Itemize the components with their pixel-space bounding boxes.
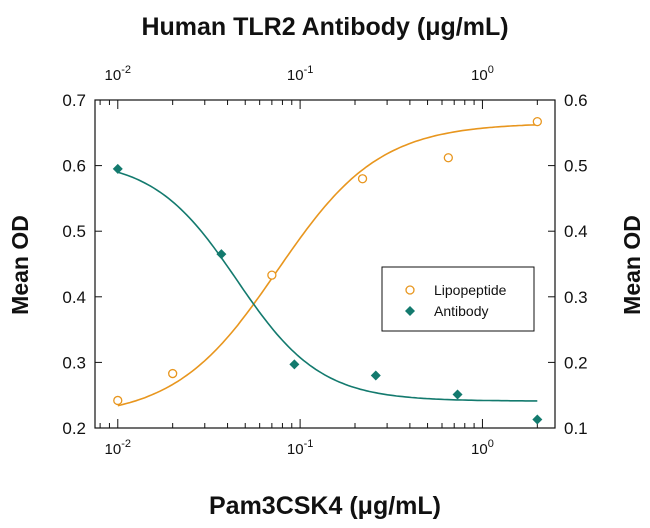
legend-box	[381, 266, 535, 332]
x-top-tick-label: 100	[471, 64, 494, 84]
plot-frame	[94, 99, 556, 429]
legend-antibody-label: Antibody	[434, 303, 488, 319]
x-bottom-tick-label: 100	[471, 438, 494, 458]
y-left-tick-label: 0.7	[62, 91, 86, 110]
y-right-tick-label: 0.5	[564, 157, 588, 176]
y-right-tick-label: 0.2	[564, 353, 588, 372]
y-left-tick-label: 0.6	[62, 157, 86, 176]
antibody-point	[289, 359, 300, 370]
y-right-tick-label: 0.6	[564, 91, 588, 110]
antibody-point	[452, 389, 463, 400]
legend-antibody-marker	[405, 306, 415, 316]
antibody-point	[112, 163, 123, 174]
y-right-tick-label: 0.4	[564, 222, 588, 241]
antibody-point	[370, 370, 381, 381]
lipopeptide-fit-curve	[117, 124, 538, 407]
y-left-tick-label: 0.4	[62, 288, 86, 307]
y-left-tick-label: 0.5	[62, 222, 86, 241]
legend-lipopeptide-marker	[405, 285, 415, 295]
lipopeptide-point	[113, 395, 123, 406]
chart-title: Human TLR2 Antibody (μg/mL)	[141, 13, 508, 41]
antibody-point	[532, 414, 543, 425]
x-bottom-tick-label: 10-2	[105, 438, 131, 458]
y-left-tick-label: 0.3	[62, 353, 86, 372]
x-bottom-tick-label: 10-1	[287, 438, 313, 458]
y-axis-label-right: Mean OD	[619, 215, 645, 315]
antibody-point	[216, 249, 227, 260]
lipopeptide-point	[532, 116, 542, 127]
x-axis-label: Pam3CSK4 (μg/mL)	[209, 492, 441, 520]
lipopeptide-point	[443, 153, 453, 163]
lipopeptide-point	[267, 270, 277, 280]
x-top-tick-label: 10-2	[105, 64, 131, 84]
y-right-tick-label: 0.1	[564, 419, 588, 438]
y-right-tick-label: 0.3	[564, 288, 588, 307]
x-top-tick-label: 10-1	[287, 64, 313, 84]
legend-lipopeptide-label: Lipopeptide	[434, 282, 507, 298]
lipopeptide-point	[357, 174, 368, 184]
legend: Lipopeptide Antibody	[381, 266, 535, 332]
lipopeptide-point	[168, 368, 178, 379]
antibody-fit-curve	[117, 171, 538, 402]
y-axis-label-left: Mean OD	[7, 215, 33, 315]
y-left-tick-label: 0.2	[62, 419, 86, 438]
